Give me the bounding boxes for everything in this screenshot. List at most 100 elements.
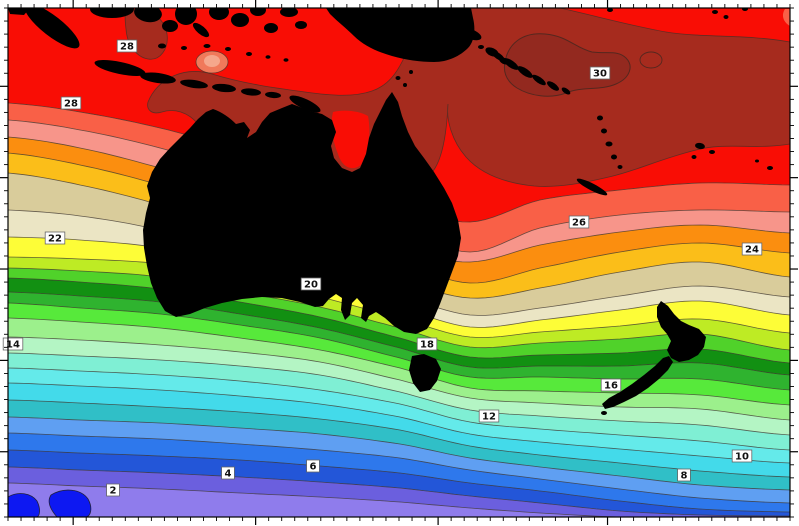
landmass-island bbox=[395, 76, 401, 80]
contour-line bbox=[8, 336, 790, 421]
landmass-island bbox=[280, 8, 298, 17]
contour-label-value: 4 bbox=[225, 469, 232, 480]
landmass-island bbox=[265, 55, 271, 59]
gulf-warm-water bbox=[331, 110, 370, 169]
landmass-island bbox=[517, 66, 533, 78]
landmass-island bbox=[601, 128, 607, 134]
warm-patch-core bbox=[204, 55, 220, 67]
contour-label-value: 2 bbox=[110, 486, 117, 497]
contour-label-2: 2 bbox=[106, 483, 120, 497]
landmass-island bbox=[607, 8, 613, 12]
landmass-island bbox=[742, 8, 748, 11]
contour-label-value: 24 bbox=[745, 245, 759, 256]
contour-label-box bbox=[568, 215, 590, 229]
landmass-island bbox=[458, 27, 482, 41]
landmass-island bbox=[140, 72, 176, 84]
contour-label-box bbox=[741, 242, 763, 256]
temperature-band bbox=[8, 417, 790, 503]
contour-label-6: 6 bbox=[306, 459, 320, 473]
contour-label-box bbox=[116, 39, 138, 53]
temperature-band bbox=[8, 173, 790, 316]
contour-label-box bbox=[300, 277, 322, 291]
corner-coral-wedge bbox=[782, 9, 790, 26]
cold-pool bbox=[48, 489, 92, 517]
landmass-australia bbox=[143, 92, 461, 334]
temperature-band bbox=[8, 153, 790, 299]
landmass-tasmania bbox=[409, 354, 441, 392]
small-closed-contour bbox=[639, 51, 663, 69]
temperature-band bbox=[8, 450, 790, 516]
contour-label-16: 16 bbox=[600, 378, 622, 392]
landmass-island bbox=[180, 79, 208, 89]
contour-label-value: 8 bbox=[681, 471, 688, 482]
landmass-island bbox=[597, 115, 603, 121]
contour-label-10: 10 bbox=[731, 449, 753, 463]
contour-line bbox=[8, 352, 790, 436]
contour-line bbox=[8, 382, 790, 464]
contour-label-box bbox=[106, 483, 120, 497]
contour-label-4: 4 bbox=[221, 466, 235, 480]
contour-label-30: 30 bbox=[589, 66, 611, 80]
landmass-island bbox=[162, 20, 178, 32]
landmass-island bbox=[265, 91, 281, 99]
landmass-island bbox=[755, 159, 759, 163]
contour-label-value: 14 bbox=[6, 340, 20, 351]
contour-label-box bbox=[221, 466, 235, 480]
landmass-island bbox=[601, 411, 607, 415]
temperature-band bbox=[8, 318, 790, 420]
landmass-island bbox=[212, 83, 236, 93]
landmass-new-guinea bbox=[326, 8, 475, 62]
contour-line bbox=[8, 367, 790, 451]
contour-label-28: 28 bbox=[116, 39, 138, 53]
landmass-island bbox=[491, 50, 505, 62]
contour-label-value: 18 bbox=[420, 340, 434, 351]
landmass-island bbox=[617, 165, 623, 169]
landmass-island bbox=[532, 74, 546, 86]
contour-label-value: 16 bbox=[604, 381, 618, 392]
contour-line bbox=[8, 482, 790, 517]
landmass-island bbox=[289, 95, 321, 113]
contour-line bbox=[8, 399, 790, 478]
contour-labels: 28 28 30 26 24 22 20 18 16 14 12 10 8 6 4 2 bbox=[2, 39, 763, 497]
contour-label-18: 18 bbox=[416, 337, 438, 351]
landmass-island bbox=[611, 154, 617, 160]
contour-label-box bbox=[60, 96, 82, 110]
landmass-island bbox=[24, 8, 80, 49]
contour-label-value: 6 bbox=[310, 462, 317, 473]
landmass-island bbox=[192, 22, 210, 38]
contour-label-24: 24 bbox=[741, 242, 763, 256]
landmass-island bbox=[561, 87, 571, 95]
contour-label-box bbox=[677, 468, 691, 482]
contour-label-12: 12 bbox=[478, 409, 500, 423]
temperature-band bbox=[8, 383, 790, 477]
contour-label-value: 30 bbox=[593, 69, 607, 80]
temperature-band bbox=[8, 137, 790, 283]
landmass-island bbox=[250, 8, 266, 16]
contour-label-box bbox=[731, 449, 753, 463]
contour-label-box bbox=[589, 66, 611, 80]
contour-label-26: 26 bbox=[568, 215, 590, 229]
contour-label-box bbox=[600, 378, 622, 392]
landmass-island bbox=[767, 166, 773, 170]
landmasses bbox=[8, 8, 773, 415]
landmass-island bbox=[231, 13, 249, 27]
temperature-band bbox=[8, 368, 790, 463]
contour-label-8: 8 bbox=[677, 468, 691, 482]
contour-label-22: 22 bbox=[44, 231, 66, 245]
contour-label-box bbox=[306, 459, 320, 473]
contour-label-14: 14 bbox=[2, 337, 24, 351]
landmass-island bbox=[478, 45, 484, 49]
landmass-island bbox=[409, 70, 413, 74]
landmass-island bbox=[503, 58, 519, 70]
contour-label-value: 28 bbox=[120, 42, 134, 53]
contour-label-box bbox=[416, 337, 438, 351]
contour-line bbox=[8, 416, 790, 491]
contour-label-value: 28 bbox=[64, 99, 78, 110]
temperature-band bbox=[8, 353, 790, 450]
contour-label-box bbox=[44, 231, 66, 245]
landmass-island bbox=[723, 15, 729, 19]
landmass-island bbox=[283, 58, 289, 62]
cold-pools bbox=[8, 489, 92, 517]
